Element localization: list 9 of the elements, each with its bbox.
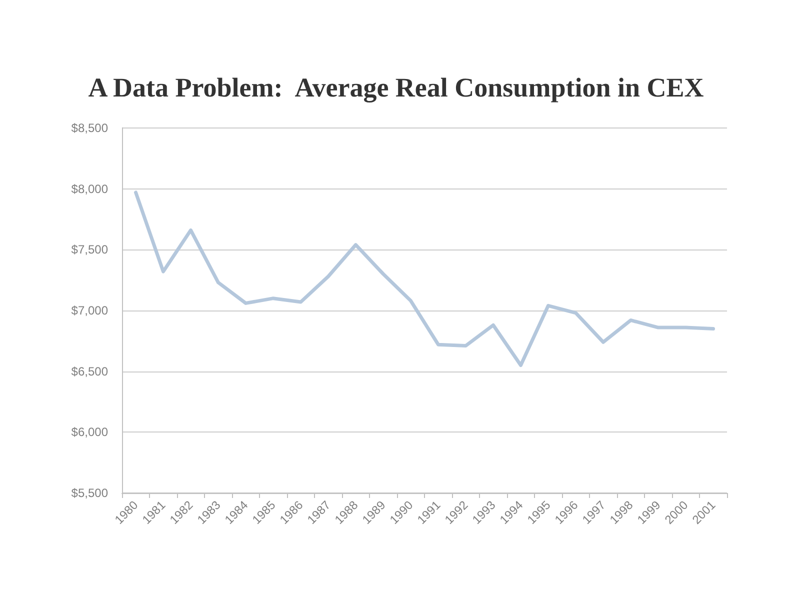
line-series (134, 190, 715, 367)
y-tick-label: $6,000 (71, 425, 108, 440)
y-tick-label: $8,000 (71, 182, 108, 196)
y-tick-label: $8,500 (71, 121, 108, 135)
y-tick-label: $5,500 (71, 486, 108, 500)
y-tick-label: $7,500 (71, 242, 108, 257)
y-tick-label: $7,000 (71, 304, 108, 318)
chart-title: A Data Problem: Average Real Consumption in CEX (88, 72, 704, 102)
y-tick-label: $6,500 (71, 364, 108, 378)
